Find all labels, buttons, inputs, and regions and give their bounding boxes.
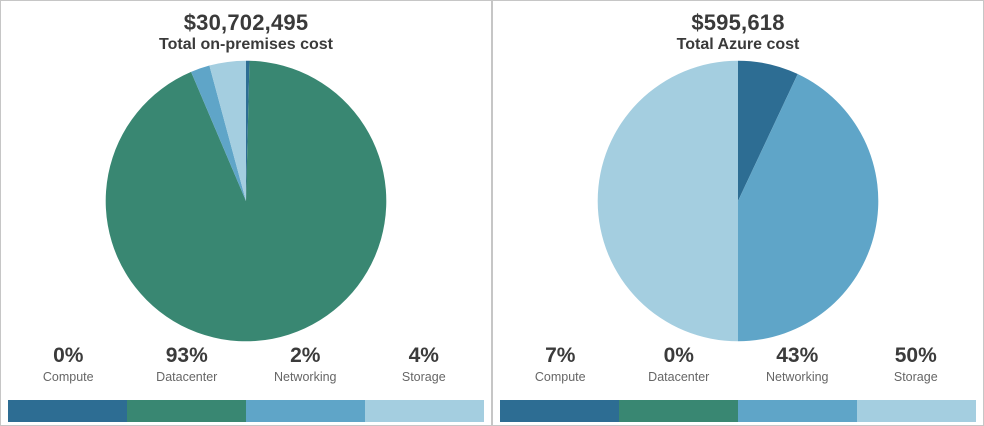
azure-legend-colorbar bbox=[500, 400, 976, 422]
stat-networking: 2% Networking bbox=[246, 343, 365, 386]
azure-pie-svg[interactable] bbox=[597, 60, 879, 342]
networking-label: Networking bbox=[273, 370, 337, 385]
onprem-legend-colorbar bbox=[8, 400, 484, 422]
stat-datacenter: 93% Datacenter bbox=[128, 343, 247, 386]
stat-storage: 4% Storage bbox=[365, 343, 484, 386]
legend-swatch-datacenter[interactable] bbox=[127, 400, 246, 422]
legend-swatch-networking[interactable] bbox=[738, 400, 857, 422]
legend-swatch-compute[interactable] bbox=[500, 400, 619, 422]
pie-slice-networking[interactable] bbox=[191, 65, 246, 202]
networking-label: Networking bbox=[765, 370, 829, 385]
compute-label: Compute bbox=[42, 370, 94, 385]
pie-slice-compute[interactable] bbox=[738, 60, 798, 202]
storage-percent: 50% bbox=[894, 344, 937, 368]
pie-slice-storage[interactable] bbox=[209, 60, 246, 202]
compute-label: Compute bbox=[534, 370, 586, 385]
stat-datacenter: 0% Datacenter bbox=[620, 343, 739, 386]
datacenter-label: Datacenter bbox=[648, 370, 710, 385]
compute-percent: 7% bbox=[545, 344, 576, 368]
legend-swatch-storage[interactable] bbox=[365, 400, 484, 422]
onprem-pie-chart[interactable] bbox=[105, 60, 387, 342]
legend-swatch-networking[interactable] bbox=[246, 400, 365, 422]
storage-label: Storage bbox=[401, 370, 446, 385]
storage-label: Storage bbox=[893, 370, 938, 385]
panel-azure-cost: $595,618 Total Azure cost 7% Compute 0% … bbox=[492, 0, 984, 426]
legend-swatch-datacenter[interactable] bbox=[619, 400, 738, 422]
azure-pie-chart[interactable] bbox=[597, 60, 879, 342]
onprem-pie-svg[interactable] bbox=[105, 60, 387, 342]
datacenter-label: Datacenter bbox=[156, 370, 218, 385]
pie-slice-storage[interactable] bbox=[597, 60, 738, 342]
storage-percent: 4% bbox=[408, 344, 439, 368]
networking-percent: 2% bbox=[290, 344, 321, 368]
compute-percent: 0% bbox=[53, 344, 84, 368]
stat-compute: 7% Compute bbox=[501, 343, 620, 386]
networking-percent: 43% bbox=[776, 344, 819, 368]
pie-slice-networking[interactable] bbox=[738, 74, 879, 342]
azure-total-value: $595,618 bbox=[691, 10, 785, 35]
onprem-total-value: $30,702,495 bbox=[183, 10, 309, 35]
legend-swatch-compute[interactable] bbox=[8, 400, 127, 422]
pie-slice-compute[interactable] bbox=[246, 60, 250, 202]
stat-networking: 43% Networking bbox=[738, 343, 857, 386]
azure-chart-title: Total Azure cost bbox=[676, 36, 800, 54]
pie-slice-datacenter[interactable] bbox=[105, 60, 387, 342]
datacenter-percent: 0% bbox=[663, 344, 694, 368]
stat-storage: 50% Storage bbox=[857, 343, 976, 386]
azure-stats-row: 7% Compute 0% Datacenter 43% Networking … bbox=[501, 343, 975, 386]
datacenter-percent: 93% bbox=[165, 344, 208, 368]
onprem-chart-title: Total on-premises cost bbox=[159, 36, 333, 54]
legend-swatch-storage[interactable] bbox=[857, 400, 976, 422]
panel-onpremises-cost: $30,702,495 Total on-premises cost 0% Co… bbox=[0, 0, 492, 426]
stat-compute: 0% Compute bbox=[9, 343, 128, 386]
onprem-stats-row: 0% Compute 93% Datacenter 2% Networking … bbox=[9, 343, 483, 386]
